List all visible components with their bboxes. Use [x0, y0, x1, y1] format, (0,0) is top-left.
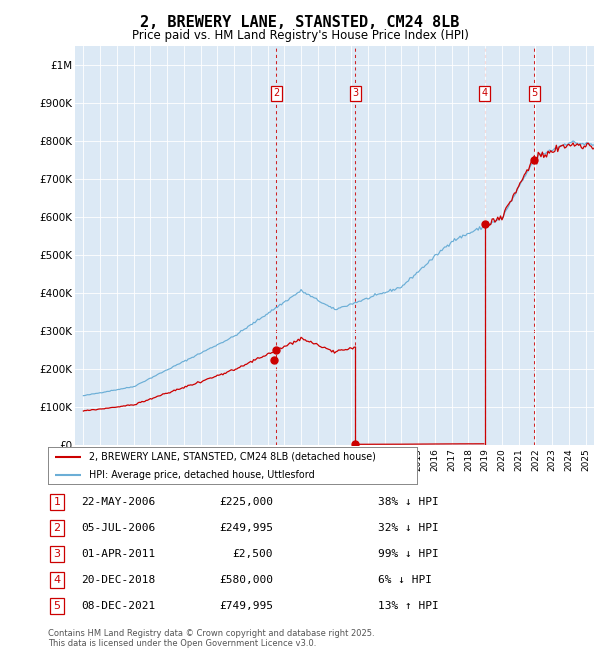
Text: 32% ↓ HPI: 32% ↓ HPI	[378, 523, 439, 533]
Text: HPI: Average price, detached house, Uttlesford: HPI: Average price, detached house, Uttl…	[89, 471, 314, 480]
Text: £749,995: £749,995	[219, 601, 273, 611]
Text: 3: 3	[53, 549, 61, 559]
Text: 01-APR-2011: 01-APR-2011	[81, 549, 155, 559]
Text: 3: 3	[352, 88, 358, 98]
Text: £580,000: £580,000	[219, 575, 273, 585]
Text: 20-DEC-2018: 20-DEC-2018	[81, 575, 155, 585]
Text: 2: 2	[53, 523, 61, 533]
Text: £249,995: £249,995	[219, 523, 273, 533]
Text: Contains HM Land Registry data © Crown copyright and database right 2025.
This d: Contains HM Land Registry data © Crown c…	[48, 629, 374, 648]
Text: £2,500: £2,500	[233, 549, 273, 559]
Text: 2, BREWERY LANE, STANSTED, CM24 8LB: 2, BREWERY LANE, STANSTED, CM24 8LB	[140, 15, 460, 30]
Text: 99% ↓ HPI: 99% ↓ HPI	[378, 549, 439, 559]
Text: 1: 1	[53, 497, 61, 507]
Text: 38% ↓ HPI: 38% ↓ HPI	[378, 497, 439, 507]
Text: 2: 2	[273, 88, 279, 98]
Text: 22-MAY-2006: 22-MAY-2006	[81, 497, 155, 507]
Text: Price paid vs. HM Land Registry's House Price Index (HPI): Price paid vs. HM Land Registry's House …	[131, 29, 469, 42]
Text: 4: 4	[482, 88, 488, 98]
Text: 08-DEC-2021: 08-DEC-2021	[81, 601, 155, 611]
Text: 5: 5	[531, 88, 538, 98]
Text: 5: 5	[53, 601, 61, 611]
Text: 13% ↑ HPI: 13% ↑ HPI	[378, 601, 439, 611]
Text: 05-JUL-2006: 05-JUL-2006	[81, 523, 155, 533]
Text: 6% ↓ HPI: 6% ↓ HPI	[378, 575, 432, 585]
Text: £225,000: £225,000	[219, 497, 273, 507]
Text: 4: 4	[53, 575, 61, 585]
Text: 2, BREWERY LANE, STANSTED, CM24 8LB (detached house): 2, BREWERY LANE, STANSTED, CM24 8LB (det…	[89, 452, 376, 461]
